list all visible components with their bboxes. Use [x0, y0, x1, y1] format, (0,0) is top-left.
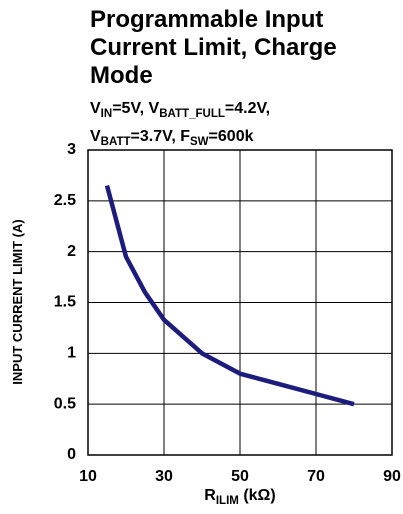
x-tick-label: 10	[79, 468, 97, 485]
x-axis-label-part: R	[204, 487, 216, 504]
data-line	[104, 185, 355, 407]
x-tick-label: 90	[383, 468, 401, 485]
y-tick-label: 0	[67, 446, 76, 463]
chart-title: Mode	[90, 62, 153, 89]
chart-subtitle-part: =4.2V,	[225, 100, 270, 117]
x-axis-label: RILIM (kΩ)	[204, 487, 275, 507]
x-axis-label-part: ILIM	[216, 495, 239, 507]
y-tick-label: 1.5	[54, 294, 76, 311]
chart-subtitle-part: V	[90, 128, 101, 145]
chart-subtitle-part: IN	[101, 108, 113, 120]
chart-subtitle: VBATT=3.7V, FSW=600k	[90, 128, 254, 148]
y-tick-label: 1	[67, 345, 76, 362]
chart-subtitle: VIN=5V, VBATT_FULL=4.2V,	[90, 100, 270, 120]
chart-subtitle-part: =600k	[209, 128, 254, 145]
x-tick-label: 30	[155, 468, 173, 485]
y-axis-label: INPUT CURRENT LIMIT (A)	[10, 219, 25, 384]
y-tick-label: 3	[67, 141, 76, 158]
chart-title: Current Limit, Charge	[90, 34, 337, 61]
x-tick-label: 50	[231, 468, 249, 485]
y-tick-label: 2	[67, 243, 76, 260]
plot-frame	[87, 149, 393, 456]
chart-subtitle-part: =3.7V, F	[131, 128, 191, 145]
chart-title: Programmable Input	[90, 6, 323, 33]
chart-subtitle-part: BATT_FULL	[159, 108, 225, 120]
y-tick-label: 0.5	[54, 395, 76, 412]
y-tick-label: 2.5	[54, 192, 76, 209]
chart-subtitle-part: SW	[190, 136, 209, 148]
chart-subtitle-part: BATT	[101, 136, 131, 148]
chart-subtitle-part: =5V, V	[112, 100, 159, 117]
x-axis-label-part: (kΩ)	[239, 487, 276, 504]
chart-subtitle-part: V	[90, 100, 101, 117]
x-tick-label: 70	[307, 468, 325, 485]
